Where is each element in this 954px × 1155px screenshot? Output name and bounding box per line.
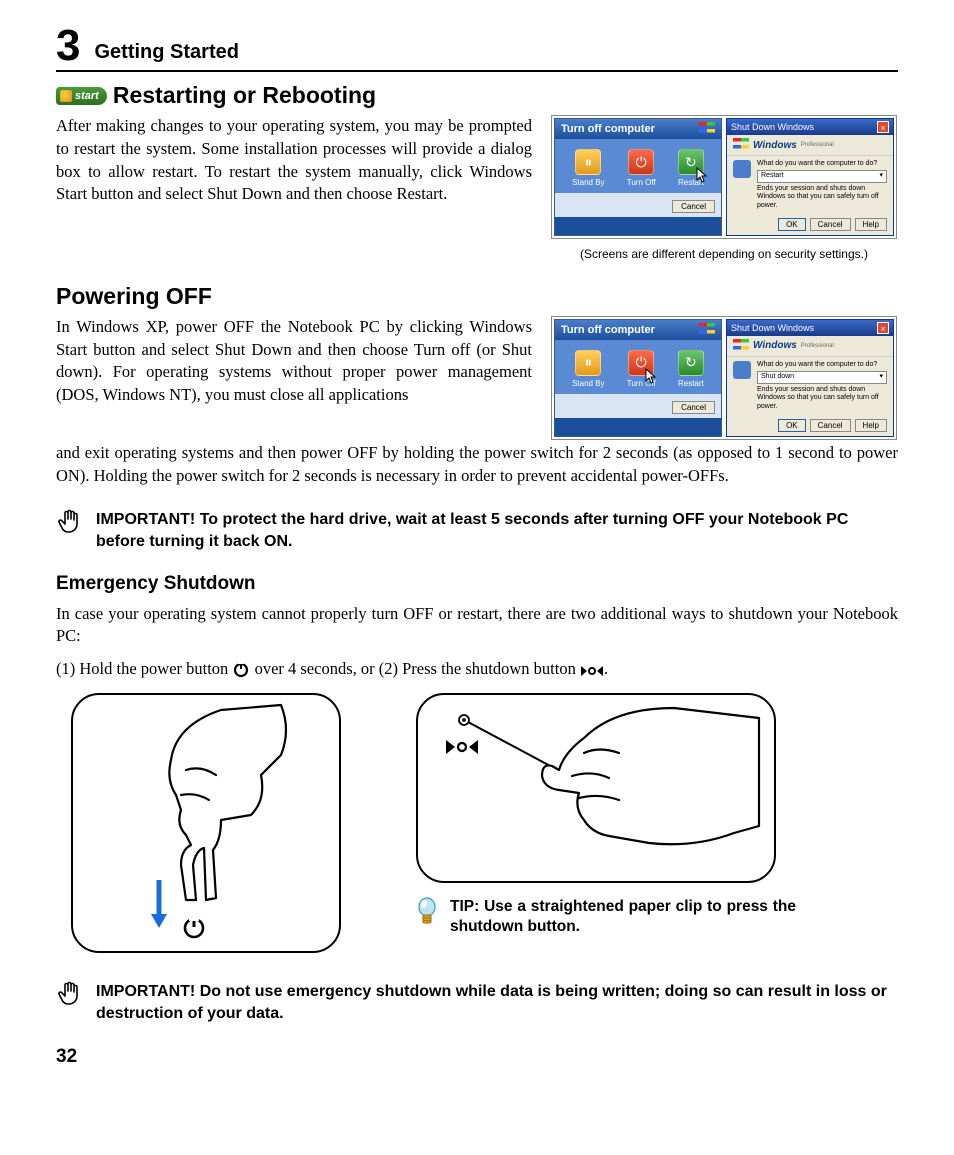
important-text-1: IMPORTANT! To protect the hard drive, wa… xyxy=(96,509,898,552)
illustration-hold-power xyxy=(56,693,356,953)
shutdown-dialog-icon xyxy=(733,160,751,178)
dialog-title: Shut Down Windows xyxy=(731,122,814,132)
dialog-select: Restart xyxy=(761,172,784,180)
cancel-button: Cancel xyxy=(672,200,715,213)
restart-body: After making changes to your operating s… xyxy=(56,115,532,206)
page-number: 32 xyxy=(56,1046,898,1068)
emergency-steps: (1) Hold the power button over 4 seconds… xyxy=(56,658,898,681)
restart-label: Restart xyxy=(678,379,704,388)
windows-flag-icon xyxy=(699,323,715,337)
restart-icon: ↻ xyxy=(678,350,704,376)
windows-flag-icon xyxy=(733,339,749,353)
ok-button: OK xyxy=(778,419,806,432)
section-restart: start Restarting or Rebooting After maki… xyxy=(56,82,898,261)
ok-button: OK xyxy=(778,218,806,231)
important-callout-2: IMPORTANT! Do not use emergency shutdown… xyxy=(56,981,898,1024)
restart-screenshots: Turn off computer ⏸Stand By ⏻Turn Off ↻ … xyxy=(550,115,898,261)
cancel-button: Cancel xyxy=(810,419,851,432)
close-icon: × xyxy=(877,121,889,133)
standby-icon: ⏸ xyxy=(575,350,601,376)
dialog-question: What do you want the computer to do? xyxy=(757,160,887,168)
step1b: over 4 seconds, or (2) Press the shutdow… xyxy=(250,659,580,678)
lightbulb-icon xyxy=(416,897,440,932)
xp-turnoff-panel: Turn off computer ⏸Stand By ⏻Turn Off ↻ … xyxy=(554,118,722,236)
turnoff-label: Turn Off xyxy=(627,178,656,187)
turnoff-icon: ⏻ xyxy=(628,149,654,175)
section-title-poweroff: Powering OFF xyxy=(56,283,898,310)
tip-callout: TIP: Use a straightened paper clip to pr… xyxy=(416,897,796,937)
close-icon: × xyxy=(877,322,889,334)
section-emergency: Emergency Shutdown In case your operatin… xyxy=(56,573,898,953)
illustration-paperclip: TIP: Use a straightened paper clip to pr… xyxy=(416,693,796,937)
cursor-icon xyxy=(645,368,657,384)
xp-shutdown-dialog: Shut Down Windows × Windows Professional… xyxy=(726,319,894,437)
step1a: (1) Hold the power button xyxy=(56,659,232,678)
shutdown-dialog-icon xyxy=(733,361,751,379)
windows-flag-icon xyxy=(733,138,749,152)
cursor-icon xyxy=(696,167,708,183)
dialog-question: What do you want the computer to do? xyxy=(757,361,887,369)
step1c: . xyxy=(604,659,608,678)
standby-label: Stand By xyxy=(572,379,604,388)
poweroff-body1: In Windows XP, power OFF the Notebook PC… xyxy=(56,316,532,407)
windows-flag-icon xyxy=(699,122,715,136)
start-button-icon: start xyxy=(56,87,107,105)
important-callout-1: IMPORTANT! To protect the hard drive, wa… xyxy=(56,509,898,552)
windows-edition: Professional xyxy=(801,142,834,148)
subsection-title-emergency: Emergency Shutdown xyxy=(56,573,898,595)
poweroff-screenshots: Turn off computer ⏸Stand By ⏻ Turn Off ↻… xyxy=(550,316,898,440)
dialog-desc: Ends your session and shuts down Windows… xyxy=(757,386,887,411)
dialog-select: Shut down xyxy=(761,373,794,381)
chapter-title: Getting Started xyxy=(94,41,238,68)
standby-icon: ⏸ xyxy=(575,149,601,175)
help-button: Help xyxy=(855,419,887,432)
hand-stop-icon xyxy=(56,981,84,1011)
cancel-button: Cancel xyxy=(672,401,715,414)
windows-edition: Professional xyxy=(801,343,834,349)
windows-brand: Windows xyxy=(753,140,797,151)
power-icon xyxy=(232,660,250,678)
tip-text: TIP: Use a straightened paper clip to pr… xyxy=(450,897,796,937)
dialog-title: Shut Down Windows xyxy=(731,323,814,333)
cancel-button: Cancel xyxy=(810,218,851,231)
emergency-intro: In case your operating system cannot pro… xyxy=(56,603,898,649)
hand-stop-icon xyxy=(56,509,84,539)
shutdown-button-icon xyxy=(580,664,604,678)
section-title-restart: Restarting or Rebooting xyxy=(113,82,376,109)
chapter-header: 3 Getting Started xyxy=(56,24,898,72)
chapter-number: 3 xyxy=(56,24,80,68)
screenshot-caption: (Screens are different depending on secu… xyxy=(580,247,868,261)
poweroff-body2: and exit operating systems and then powe… xyxy=(56,442,898,488)
xp-turnoff-panel: Turn off computer ⏸Stand By ⏻ Turn Off ↻… xyxy=(554,319,722,437)
important-text-2: IMPORTANT! Do not use emergency shutdown… xyxy=(96,981,898,1024)
xp-shutdown-dialog: Shut Down Windows × Windows Professional… xyxy=(726,118,894,236)
xp-turnoff-title: Turn off computer xyxy=(561,324,655,336)
section-poweroff: Powering OFF In Windows XP, power OFF th… xyxy=(56,283,898,487)
windows-brand: Windows xyxy=(753,340,797,351)
help-button: Help xyxy=(855,218,887,231)
xp-turnoff-title: Turn off computer xyxy=(561,123,655,135)
dialog-desc: Ends your session and shuts down Windows… xyxy=(757,185,887,210)
standby-label: Stand By xyxy=(572,178,604,187)
